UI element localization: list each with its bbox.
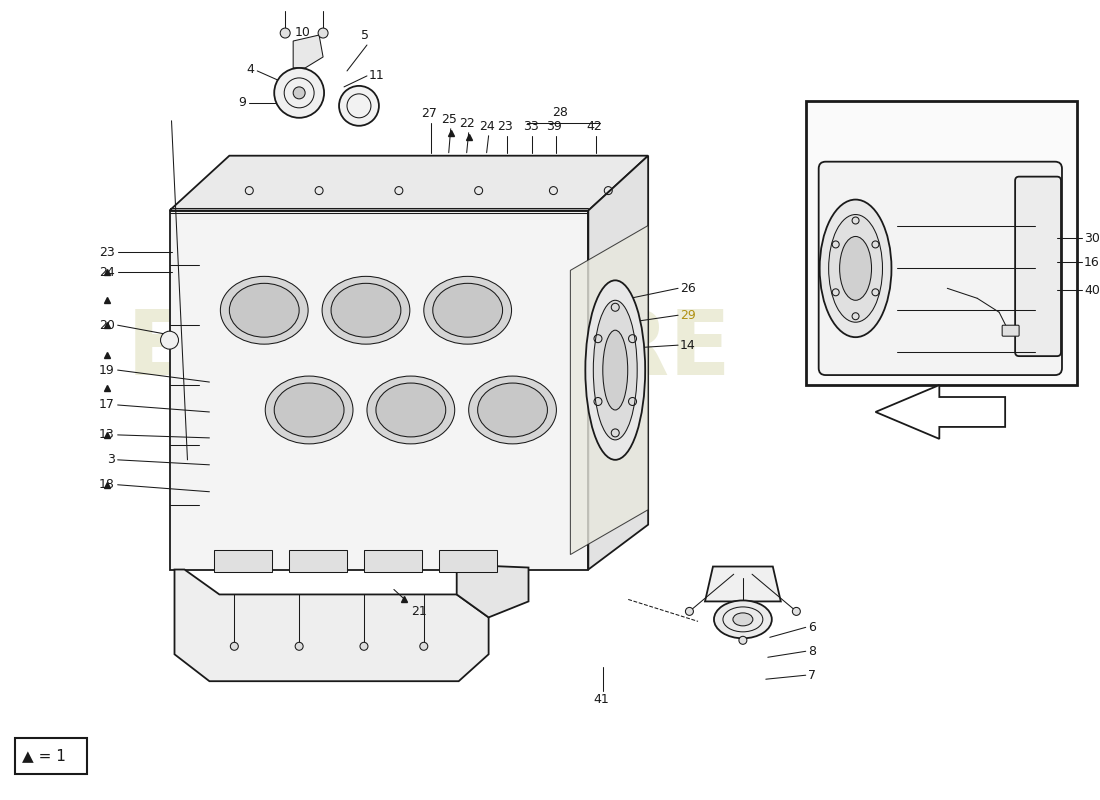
Ellipse shape	[265, 376, 353, 444]
Ellipse shape	[477, 383, 548, 437]
Polygon shape	[705, 566, 781, 602]
Text: 40: 40	[1084, 284, 1100, 297]
Text: 16: 16	[1084, 256, 1100, 269]
Ellipse shape	[331, 283, 400, 337]
Circle shape	[274, 68, 324, 118]
Text: 29: 29	[680, 309, 696, 322]
Text: 13: 13	[99, 429, 114, 442]
Ellipse shape	[424, 276, 512, 344]
Ellipse shape	[432, 283, 503, 337]
Polygon shape	[588, 156, 648, 570]
FancyBboxPatch shape	[1002, 326, 1019, 336]
Text: 25: 25	[441, 113, 456, 126]
Ellipse shape	[322, 276, 410, 344]
Text: 30: 30	[1084, 232, 1100, 245]
FancyBboxPatch shape	[805, 101, 1077, 385]
Circle shape	[339, 86, 378, 126]
Text: 10: 10	[294, 26, 310, 39]
Circle shape	[230, 642, 239, 650]
Ellipse shape	[220, 276, 308, 344]
Polygon shape	[294, 35, 323, 68]
Text: 21: 21	[410, 606, 427, 618]
Text: 26: 26	[680, 282, 696, 295]
Ellipse shape	[229, 283, 299, 337]
Text: 39: 39	[547, 120, 562, 133]
Ellipse shape	[839, 237, 871, 300]
Ellipse shape	[828, 214, 882, 322]
Text: 17: 17	[99, 398, 114, 411]
Text: 19: 19	[99, 363, 114, 377]
Circle shape	[318, 28, 328, 38]
Text: 28: 28	[552, 106, 569, 118]
Text: 42: 42	[586, 120, 602, 133]
Bar	[289, 550, 346, 571]
Ellipse shape	[593, 300, 637, 440]
Circle shape	[161, 331, 178, 349]
Text: 33: 33	[522, 120, 538, 133]
Circle shape	[280, 28, 290, 38]
Circle shape	[739, 636, 747, 644]
Bar	[439, 550, 496, 571]
Text: 9: 9	[239, 96, 246, 110]
Text: 23: 23	[99, 246, 114, 259]
Ellipse shape	[367, 376, 454, 444]
Ellipse shape	[820, 199, 891, 337]
Text: 24: 24	[99, 266, 114, 279]
Text: EUROSPARE: EUROSPARE	[126, 306, 732, 394]
Bar	[214, 550, 272, 571]
Text: 24: 24	[478, 120, 495, 133]
Ellipse shape	[714, 601, 772, 638]
Ellipse shape	[469, 376, 557, 444]
Polygon shape	[169, 156, 648, 210]
Circle shape	[420, 642, 428, 650]
Ellipse shape	[376, 383, 446, 437]
Text: 27: 27	[421, 106, 437, 120]
Text: 11: 11	[368, 70, 385, 82]
FancyBboxPatch shape	[15, 738, 87, 774]
Bar	[364, 550, 421, 571]
Polygon shape	[456, 565, 528, 618]
Text: 18: 18	[99, 478, 114, 491]
Text: 4: 4	[246, 63, 254, 77]
Text: 7: 7	[807, 669, 816, 682]
FancyBboxPatch shape	[818, 162, 1062, 375]
FancyBboxPatch shape	[1015, 177, 1062, 356]
Polygon shape	[876, 385, 1005, 439]
Text: 22: 22	[459, 117, 474, 130]
Polygon shape	[169, 210, 588, 570]
Text: 20: 20	[99, 318, 114, 332]
Ellipse shape	[274, 383, 344, 437]
Text: ▲ = 1: ▲ = 1	[22, 749, 66, 763]
Text: 14: 14	[680, 338, 696, 352]
Circle shape	[792, 607, 801, 615]
Circle shape	[360, 642, 368, 650]
Polygon shape	[175, 570, 488, 682]
Circle shape	[295, 642, 304, 650]
Text: 23: 23	[497, 120, 513, 133]
Polygon shape	[571, 226, 648, 554]
Text: 5: 5	[361, 29, 368, 42]
Text: 3: 3	[107, 454, 114, 466]
Text: 6: 6	[807, 621, 815, 634]
Ellipse shape	[585, 280, 646, 460]
Circle shape	[294, 87, 305, 99]
Text: 41: 41	[593, 693, 609, 706]
Ellipse shape	[733, 613, 752, 626]
Ellipse shape	[603, 330, 628, 410]
Circle shape	[685, 607, 693, 615]
Text: 8: 8	[807, 645, 816, 658]
Text: a passion for parts since 1985: a passion for parts since 1985	[230, 412, 628, 438]
